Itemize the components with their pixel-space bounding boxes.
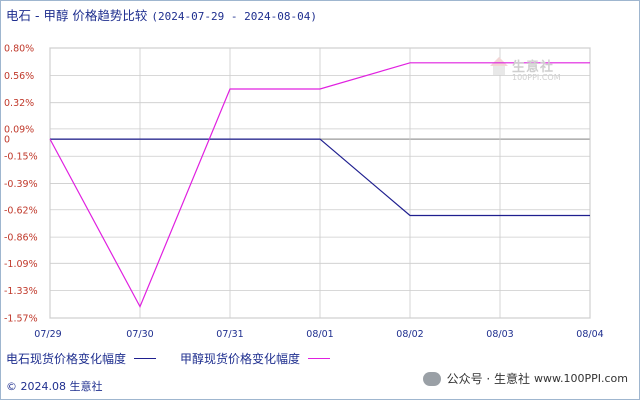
y-tick-label: -0.39% [4,179,38,190]
legend-item: 甲醇现货价格变化幅度 [180,350,331,367]
x-axis-labels: 07/29 07/30 07/31 08/01 08/02 08/03 08/04 [34,329,603,340]
x-tick-label: 08/04 [576,329,603,340]
chart-title: 电石 - 甲醇 价格趋势比较 (2024-07-29 - 2024-08-04) [6,5,317,24]
series-line [49,62,590,308]
y-tick-label: 0.09% [4,124,34,135]
watermark-url: 100PPI.COM [512,73,561,82]
chart-title-range: (2024-07-29 - 2024-08-04) [151,10,317,23]
x-tick-label: 08/01 [306,329,333,340]
footer-site: www.100PPI.com [534,372,628,385]
y-tick-label: 0 [4,135,10,146]
watermark-logo [490,57,508,75]
chart-title-main: 电石 - 甲醇 价格趋势比较 [6,8,148,23]
y-tick-label: 0.56% [4,71,34,82]
y-axis-labels: 0.80% 0.56% 0.32% 0.09%0 -0.15% -0.39% -0.62% -… [4,44,38,325]
x-tick-label: 07/29 [34,329,61,340]
footer-wechat: 公众号 · 生意社 [446,372,531,386]
wechat-icon [422,371,441,386]
y-tick-label: -1.57% [4,314,38,325]
chart-legend: 电石现货价格变化幅度 甲醇现货价格变化幅度 [6,350,354,367]
series-layer [49,62,590,308]
y-tick-label: -0.62% [4,205,38,216]
legend-label: 电石现货价格变化幅度 [6,352,127,366]
legend-label: 甲醇现货价格变化幅度 [180,352,301,366]
x-tick-label: 07/31 [216,329,243,340]
watermark-roof [490,57,508,66]
y-tick-label: -0.15% [4,152,38,163]
legend-swatch [308,358,331,359]
y-tick-label: -0.86% [4,233,38,244]
footer-copyright: © 2024.08 生意社 [6,380,103,393]
y-tick-label: -1.33% [4,286,38,297]
y-tick-label: 0.32% [4,98,34,109]
series-line [50,138,590,217]
footer-brand: 公众号 · 生意社 www.100PPI.com [422,370,628,387]
legend-item: 电石现货价格变化幅度 [6,350,157,367]
y-tick-label: 0.80% [4,44,34,55]
legend-swatch [134,358,157,359]
watermark-house [493,66,505,75]
x-tick-label: 08/02 [396,329,423,340]
x-tick-label: 07/30 [126,329,153,340]
y-tick-label: -1.09% [4,259,38,270]
x-tick-label: 08/03 [486,329,513,340]
watermark-name: 生意社 [512,60,555,75]
